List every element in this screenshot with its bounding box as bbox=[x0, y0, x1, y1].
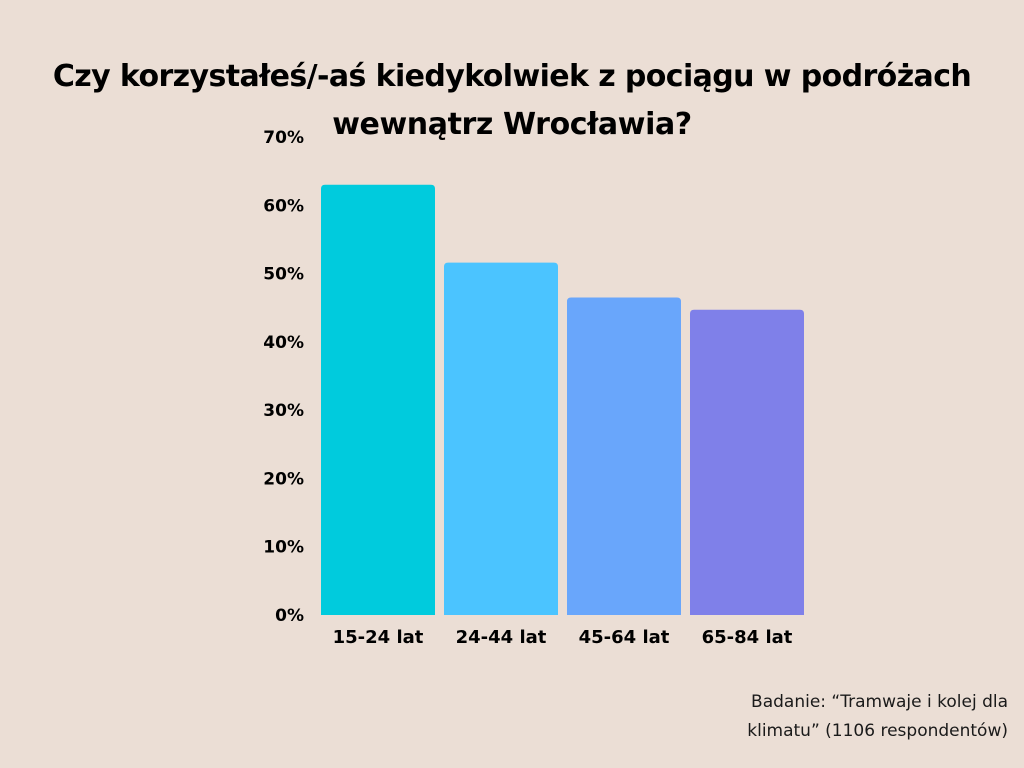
x-category-label: 65-84 lat bbox=[702, 627, 793, 648]
chart-title-line-1: Czy korzystałeś/-aś kiedykolwiek z pocią… bbox=[52, 59, 972, 94]
y-tick-label: 50% bbox=[263, 265, 304, 285]
source-note-line-1: Badanie: “Tramwaje i kolej dla bbox=[751, 692, 1008, 712]
y-tick-label: 20% bbox=[263, 469, 304, 489]
x-category-label: 15-24 lat bbox=[333, 627, 424, 648]
y-tick-label: 10% bbox=[263, 538, 304, 558]
x-category-label: 24-44 lat bbox=[456, 627, 547, 648]
x-category-label: 45-64 lat bbox=[579, 627, 670, 648]
bar-24-44-lat bbox=[444, 262, 558, 615]
y-tick-label: 70% bbox=[263, 128, 304, 148]
bar-65-84-lat bbox=[690, 309, 804, 615]
y-tick-label: 60% bbox=[263, 196, 304, 216]
bar-15-24-lat bbox=[321, 184, 435, 616]
bar-45-64-lat bbox=[567, 297, 681, 615]
y-tick-label: 30% bbox=[263, 401, 304, 421]
chart-title-line-2: wewnątrz Wrocławia? bbox=[332, 107, 692, 142]
source-note-line-2: klimatu” (1106 respondentów) bbox=[747, 721, 1008, 741]
y-tick-label: 0% bbox=[275, 606, 304, 626]
y-tick-label: 40% bbox=[263, 333, 304, 353]
